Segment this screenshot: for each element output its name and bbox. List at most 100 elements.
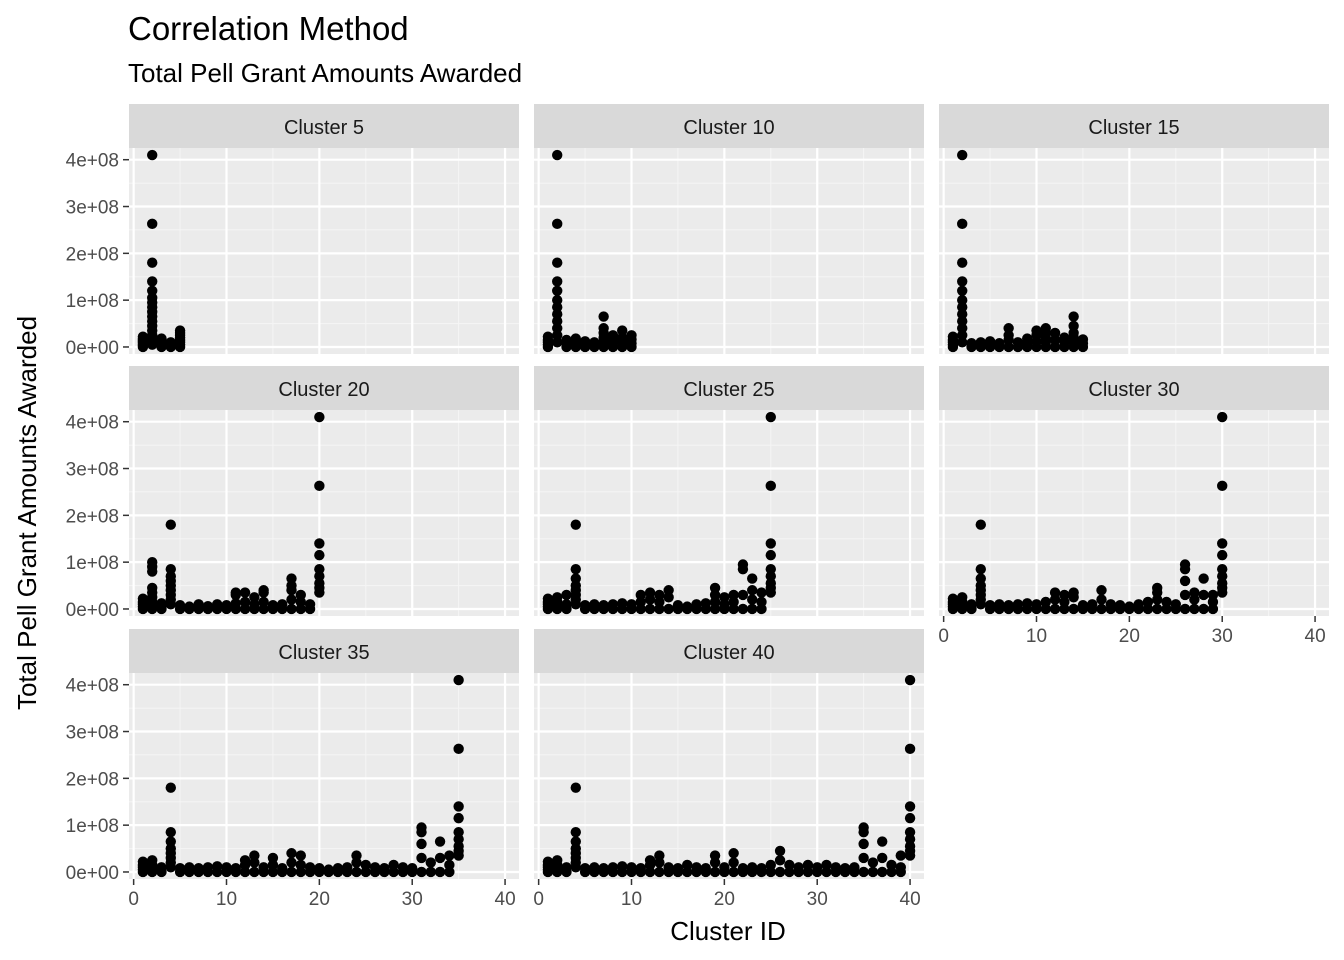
data-point — [700, 598, 711, 609]
data-point — [700, 863, 711, 874]
data-point — [728, 857, 739, 868]
data-point — [654, 589, 665, 601]
facet-strip-label: Cluster 25 — [683, 379, 774, 401]
data-point — [644, 587, 656, 598]
data-point — [579, 863, 591, 874]
data-point — [453, 812, 464, 824]
data-point — [1040, 596, 1051, 608]
data-point — [314, 480, 325, 492]
y-tick-label: 2e+08 — [66, 506, 119, 527]
data-point — [184, 601, 195, 612]
data-point — [277, 599, 288, 610]
data-point — [258, 585, 269, 596]
data-point — [957, 337, 968, 348]
data-point — [579, 336, 591, 347]
data-point — [314, 549, 325, 561]
data-point — [570, 826, 581, 838]
y-tick-label: 4e+08 — [66, 413, 119, 434]
y-tick-label: 1e+08 — [66, 816, 119, 837]
data-point — [793, 862, 804, 873]
data-point — [1114, 600, 1126, 611]
data-point — [397, 862, 409, 873]
x-tick-label: 40 — [900, 889, 921, 910]
data-point — [425, 866, 436, 878]
data-point — [286, 848, 297, 859]
facet-panels: Cluster 50e+001e+082e+083e+084e+08Cluste… — [66, 104, 1329, 910]
data-point — [542, 856, 554, 867]
data-point — [249, 592, 260, 603]
panel-background — [939, 410, 1329, 616]
data-point — [453, 801, 464, 812]
data-point — [877, 836, 888, 847]
data-point — [774, 866, 786, 878]
data-point — [709, 582, 721, 594]
data-point — [258, 862, 269, 873]
data-point — [617, 598, 628, 609]
data-point — [1179, 589, 1191, 601]
data-point — [1207, 589, 1219, 601]
data-point — [453, 850, 464, 861]
data-point — [1096, 603, 1107, 615]
y-tick-label: 2e+08 — [66, 769, 119, 790]
y-tick-label: 4e+08 — [66, 151, 119, 172]
data-point — [434, 866, 446, 878]
data-point — [295, 850, 306, 861]
data-point — [975, 519, 986, 530]
facet-strip-label: Cluster 30 — [1088, 379, 1179, 401]
facet-panel: Cluster 40 0 10 20 30 40 — [533, 629, 924, 910]
data-point — [895, 862, 906, 873]
data-point — [984, 600, 996, 611]
data-point — [654, 866, 665, 878]
data-point — [332, 863, 344, 874]
data-point — [1040, 323, 1051, 334]
data-point — [1124, 601, 1135, 612]
data-point — [1003, 600, 1014, 611]
x-tick-label: 10 — [216, 889, 237, 910]
panel-background — [534, 148, 924, 354]
data-point — [1179, 559, 1191, 570]
data-point — [607, 599, 619, 610]
data-point — [165, 337, 176, 348]
y-tick-label: 3e+08 — [66, 460, 119, 481]
data-point — [765, 587, 776, 598]
data-point — [1096, 585, 1107, 596]
data-point — [416, 822, 427, 833]
chart-subtitle: Total Pell Grant Amounts Awarded — [128, 58, 522, 88]
data-point — [728, 848, 739, 859]
data-point — [821, 859, 832, 871]
data-point — [267, 852, 279, 864]
data-point — [1077, 600, 1089, 611]
data-point — [709, 866, 721, 878]
data-point — [644, 855, 656, 866]
data-point — [1217, 480, 1228, 492]
data-point — [542, 593, 554, 604]
data-point — [379, 863, 390, 874]
data-point — [1022, 333, 1033, 344]
data-point — [561, 589, 572, 601]
data-point — [895, 850, 906, 861]
data-point — [193, 599, 204, 610]
facet-panel: Cluster 20 0e+00 1e+08 2e+08 3e+08 4e+08 — [66, 366, 519, 621]
data-point — [830, 862, 841, 873]
data-point — [542, 331, 554, 342]
x-tick-label: 0 — [533, 889, 544, 910]
data-point — [626, 330, 637, 341]
x-axis-title: Cluster ID — [670, 916, 786, 946]
data-point — [314, 587, 325, 598]
data-point — [756, 863, 767, 874]
data-point — [691, 862, 702, 873]
facet-strip — [939, 366, 1329, 410]
data-point — [570, 599, 581, 610]
data-point — [626, 599, 637, 610]
data-point — [904, 812, 916, 824]
data-point — [552, 218, 563, 230]
facet-strip — [534, 104, 924, 148]
data-point — [570, 333, 581, 344]
data-point — [598, 311, 609, 322]
data-point — [867, 857, 879, 868]
data-point — [193, 863, 204, 874]
data-point — [1031, 599, 1042, 610]
y-tick-label: 1e+08 — [66, 291, 119, 312]
data-point — [147, 339, 158, 350]
data-point — [165, 519, 176, 530]
